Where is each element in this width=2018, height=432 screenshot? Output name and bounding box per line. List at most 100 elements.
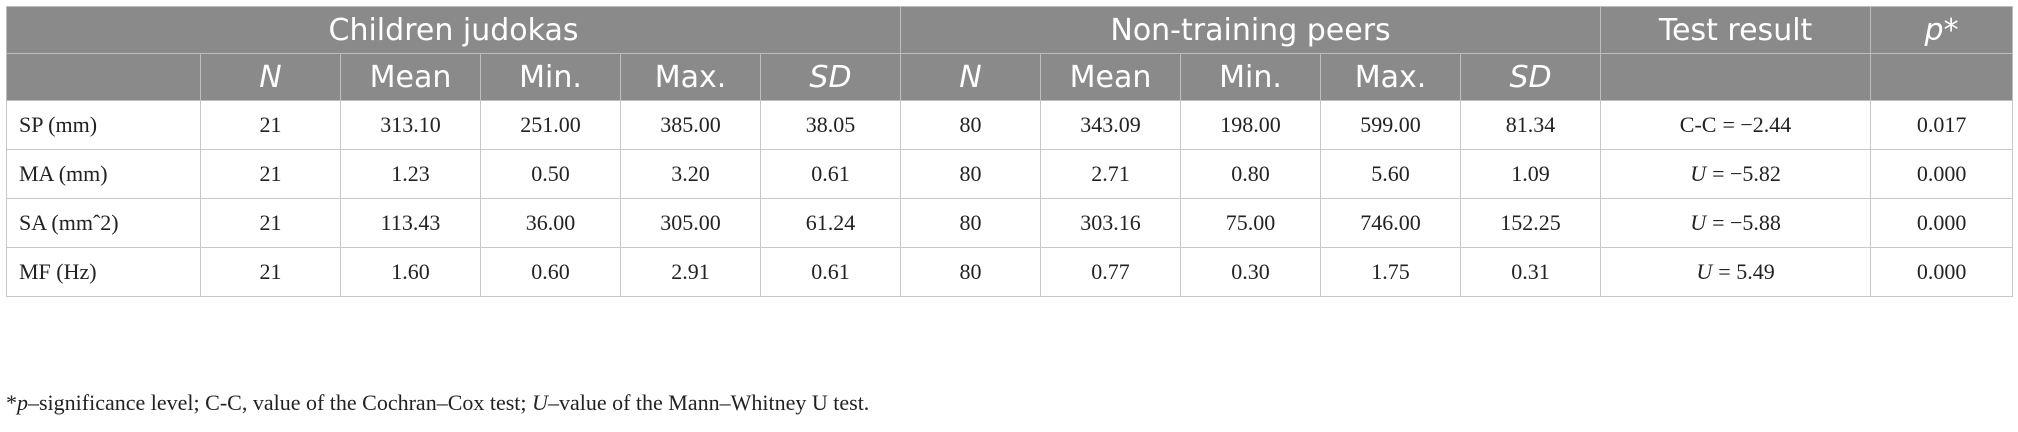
cell: 198.00 [1180, 100, 1321, 150]
footnote: *p–significance level; C-C, value of the… [6, 390, 869, 416]
cell: 305.00 [620, 198, 761, 248]
footnote-part: * [6, 390, 17, 415]
sub-header: N [200, 53, 341, 101]
cell: 2.91 [620, 247, 761, 297]
cell: 21 [200, 149, 341, 199]
row-label: SA (mmˆ2) [6, 198, 201, 248]
cell: 599.00 [1320, 100, 1461, 150]
footnote-part: p [17, 390, 28, 415]
test-result: C-C = −2.44 [1600, 100, 1872, 150]
cell: 75.00 [1180, 198, 1321, 248]
header-italic: SD [1509, 59, 1552, 95]
group-header: Non-training peers [899, 6, 1602, 54]
cell: 21 [200, 198, 341, 248]
header-text: Max. [1354, 59, 1427, 95]
cell: 3.20 [620, 149, 761, 199]
cell: 2.71 [1040, 149, 1181, 199]
cell: 152.25 [1459, 198, 1602, 248]
cell: 1.09 [1459, 149, 1602, 199]
stat-value: = 5.49 [1718, 259, 1775, 284]
cell: 61.24 [760, 198, 901, 248]
empty-header [1600, 53, 1872, 101]
empty-header [6, 53, 201, 101]
cell: 0.80 [1180, 149, 1321, 199]
test-result: U = 5.49 [1600, 247, 1872, 297]
table-body: SP (mm) 21 313.10 251.00 385.00 38.05 80 343.09… [6, 100, 2014, 297]
cell: 343.09 [1040, 100, 1181, 150]
cell: 0.61 [760, 247, 901, 297]
test-result: U = −5.88 [1600, 198, 1872, 248]
table-row: SA (mmˆ2) 21 113.43 36.00 305.00 61.24 80 303.1… [6, 198, 2014, 248]
stat-value: = −2.44 [1722, 112, 1792, 137]
cell: 113.43 [340, 198, 481, 248]
header-text: Mean [1069, 59, 1152, 95]
header-row: N Mean Min. Max. SD N Mean Min. Max. SD [6, 53, 2014, 101]
header-italic: SD [809, 59, 852, 95]
stat-value: = −5.82 [1712, 161, 1781, 186]
stat-name: C-C [1679, 112, 1717, 137]
cell: 80 [900, 247, 1041, 297]
cell: 1.60 [340, 247, 481, 297]
footnote-part: –significance level; C-C, value of the C… [28, 390, 533, 415]
cell: 0.60 [480, 247, 621, 297]
p-value: 0.000 [1870, 247, 2014, 297]
data-table: Children judokas Non-training peers Test r… [6, 6, 2014, 297]
header-row: Children judokas Non-training peers Test r… [6, 6, 2014, 54]
cell: 80 [900, 100, 1041, 150]
sub-header: SD [1459, 53, 1602, 101]
header-text: Mean [369, 59, 452, 95]
cell: 313.10 [340, 100, 481, 150]
stat-name: U [1696, 259, 1713, 284]
table-head: Children judokas Non-training peers Test r… [6, 6, 2014, 101]
stat-name: U [1690, 161, 1707, 186]
cell: 36.00 [480, 198, 621, 248]
row-label: MA (mm) [6, 149, 201, 199]
cell: 5.60 [1320, 149, 1461, 199]
footnote-part: U [532, 390, 548, 415]
cell: 0.50 [480, 149, 621, 199]
sub-header: Mean [340, 53, 481, 101]
table-row: MA (mm) 21 1.23 0.50 3.20 0.61 80 2.71 0.80 5.60 1… [6, 149, 2014, 199]
table-row: MF (Hz) 21 1.60 0.60 2.91 0.61 80 0.77 0.30 1.75 0… [6, 247, 2014, 297]
stat-value: = −5.88 [1712, 210, 1781, 235]
cell: 303.16 [1040, 198, 1181, 248]
sub-header: N [900, 53, 1041, 101]
cell: 1.75 [1320, 247, 1461, 297]
cell: 21 [200, 100, 341, 150]
header-text: Max. [654, 59, 727, 95]
cell: 81.34 [1459, 100, 1602, 150]
p-value: 0.000 [1870, 198, 2014, 248]
cell: 251.00 [480, 100, 621, 150]
group-header: p* [1870, 6, 2014, 54]
row-label: MF (Hz) [6, 247, 201, 297]
cell: 0.77 [1040, 247, 1181, 297]
p-value: 0.017 [1870, 100, 2014, 150]
header-text: Min. [1219, 59, 1282, 95]
header-italic: N [959, 59, 982, 95]
sub-header: Mean [1040, 53, 1181, 101]
cell: 0.30 [1180, 247, 1321, 297]
cell: 80 [900, 198, 1041, 248]
sub-header: Max. [1320, 53, 1461, 101]
group-header: Children judokas [6, 6, 901, 54]
p-value: 0.000 [1870, 149, 2014, 199]
header-text: * [1943, 12, 1959, 48]
footnote-part: –value of the Mann–Whitney U test. [547, 390, 870, 415]
header-italic: N [259, 59, 282, 95]
header-italic: p [1924, 12, 1944, 48]
table-row: SP (mm) 21 313.10 251.00 385.00 38.05 80 343.09… [6, 100, 2014, 150]
cell: 21 [200, 247, 341, 297]
test-result: U = −5.82 [1600, 149, 1872, 199]
cell: 0.31 [1459, 247, 1602, 297]
cell: 38.05 [760, 100, 901, 150]
header-text: Min. [519, 59, 582, 95]
cell: 746.00 [1320, 198, 1461, 248]
sub-header: Max. [620, 53, 761, 101]
row-label: SP (mm) [6, 100, 201, 150]
cell: 0.61 [760, 149, 901, 199]
cell: 1.23 [340, 149, 481, 199]
empty-header [1870, 53, 2014, 101]
group-header: Test result [1600, 6, 1872, 54]
cell: 385.00 [620, 100, 761, 150]
